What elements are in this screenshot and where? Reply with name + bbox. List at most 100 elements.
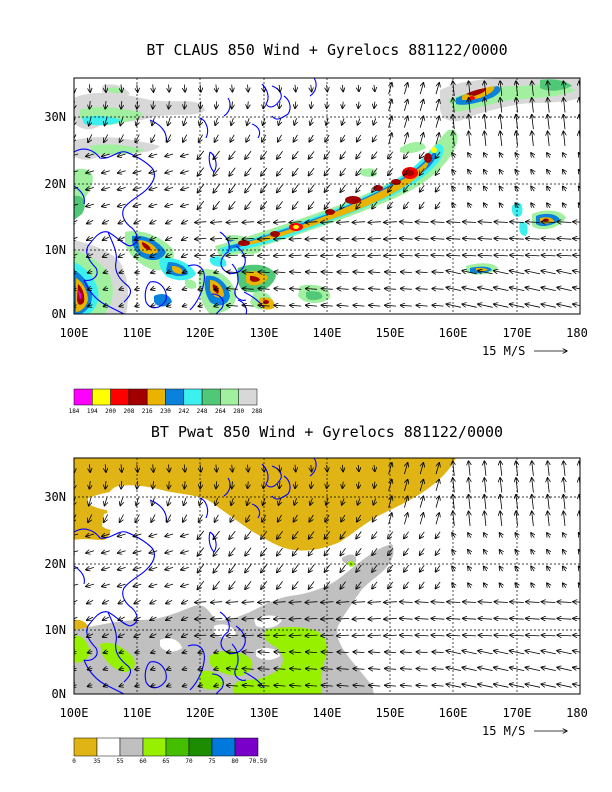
x-tick-label: 150E — [376, 706, 405, 720]
wind-vector — [400, 238, 413, 239]
wind-vector — [151, 271, 156, 273]
colorbar-label: 216 — [142, 408, 153, 415]
wind-vector — [509, 287, 525, 291]
wind-vector — [419, 496, 423, 508]
wind-vector — [468, 186, 471, 191]
wind-vector — [435, 479, 439, 492]
wind-vector — [137, 101, 138, 109]
wind-vector — [557, 271, 572, 275]
wind-vector — [452, 153, 455, 158]
wind-vector — [500, 114, 502, 130]
wind-vector — [87, 237, 94, 240]
wind-vector — [337, 222, 350, 223]
wind-vector — [150, 220, 157, 223]
wind-vector — [305, 255, 318, 256]
wind-vector — [342, 498, 345, 505]
wind-vector — [368, 255, 381, 256]
wind-vector — [548, 494, 550, 510]
wind-vector — [435, 151, 441, 159]
wind-vector — [213, 580, 220, 590]
wind-vector — [229, 184, 236, 193]
wind-vector — [478, 684, 493, 688]
wind-vector — [385, 669, 397, 670]
wind-vector — [182, 685, 188, 687]
wind-vector — [337, 618, 350, 619]
wind-vector — [353, 305, 365, 306]
wind-vector — [305, 272, 318, 273]
wind-vector — [484, 98, 486, 113]
wind-vector — [166, 220, 173, 223]
wind-vector — [153, 464, 154, 472]
wind-vector — [435, 133, 439, 145]
wind-vector — [372, 514, 376, 522]
wind-vector — [88, 514, 93, 522]
wind-vector — [278, 514, 282, 522]
wind-vector — [292, 547, 299, 556]
wind-vector — [214, 271, 219, 273]
wind-vector — [356, 168, 362, 175]
wind-vector — [324, 531, 331, 539]
wind-vector — [356, 548, 362, 555]
wind-vector — [404, 531, 409, 539]
wind-vector — [462, 651, 477, 655]
wind-vector — [277, 564, 283, 573]
wind-vector — [279, 101, 280, 109]
wind-vector — [245, 581, 252, 589]
wind-vector — [104, 497, 107, 506]
colorbar-label: 35 — [93, 758, 101, 765]
wind-vector — [200, 481, 201, 489]
wind-vector — [419, 184, 425, 192]
wind-vector — [248, 84, 249, 92]
wind-vector — [435, 116, 439, 128]
wind-vector — [242, 272, 254, 273]
wind-vector — [525, 651, 541, 655]
wind-vector — [541, 684, 556, 688]
wind-vector — [229, 547, 236, 556]
wind-vector — [134, 220, 141, 223]
wind-vector — [509, 271, 525, 275]
wind-vector — [289, 255, 302, 256]
wind-vector — [117, 171, 126, 174]
wind-vector — [462, 684, 477, 688]
wind-vector — [198, 305, 204, 307]
wind-vector — [321, 635, 334, 636]
wind-vector — [289, 635, 302, 636]
wind-vector — [573, 635, 580, 636]
wind-vector — [279, 464, 280, 472]
wind-vector — [532, 478, 534, 493]
wind-vector — [305, 669, 318, 670]
wind-vector — [248, 481, 249, 488]
wind-vector — [468, 170, 471, 175]
wind-vector — [211, 255, 223, 256]
wind-vector — [199, 497, 201, 506]
wind-vector — [295, 84, 296, 92]
wind-vector — [258, 618, 270, 619]
wind-vector — [198, 685, 204, 687]
colorbar-label: 75 — [208, 758, 216, 765]
wind-vector — [89, 100, 90, 109]
wind-vector — [353, 652, 365, 653]
wind-vector — [102, 617, 110, 620]
x-tick-label: 180 — [566, 706, 588, 720]
wind-vector — [356, 184, 362, 192]
wind-vector — [258, 238, 270, 239]
colorbar-label: 70.59 — [249, 758, 267, 765]
wind-vector — [87, 254, 94, 257]
panel-2-title: BT Pwat 850 Wind + Gyrelocs 881122/0000 — [151, 423, 503, 441]
wind-vector — [579, 81, 580, 93]
wind-vector — [557, 222, 572, 223]
wind-vector — [404, 581, 409, 589]
wind-vector — [340, 547, 346, 556]
wind-vector — [277, 581, 283, 589]
wind-vector — [435, 168, 441, 176]
wind-vector — [305, 685, 318, 686]
wind-vector — [74, 685, 77, 687]
wind-vector — [510, 602, 524, 603]
wind-vector — [198, 668, 204, 670]
wind-vector — [404, 496, 407, 508]
colorbar-swatch — [188, 737, 213, 757]
wind-vector — [246, 514, 251, 522]
wind-vector — [263, 481, 264, 488]
wind-vector — [324, 151, 331, 159]
wind-vector — [119, 305, 124, 307]
